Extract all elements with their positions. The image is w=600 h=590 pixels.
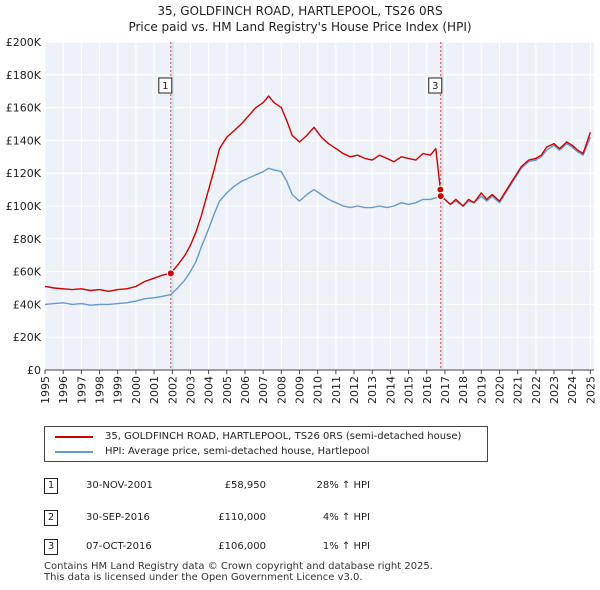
x-tick-label: 1998 bbox=[94, 376, 107, 404]
x-tick-label: 1999 bbox=[112, 376, 125, 404]
y-tick-label: £120K bbox=[6, 167, 42, 180]
x-tick-label: 2021 bbox=[512, 376, 525, 404]
x-tick-label: 2015 bbox=[403, 376, 416, 404]
series-line-hpi bbox=[44, 136, 592, 306]
y-axis: £0 £20K £40K £60K £80K £100K £120K £140K £160K £1… bbox=[6, 36, 42, 377]
grid bbox=[44, 41, 594, 371]
x-tick-label: 2010 bbox=[312, 376, 325, 404]
y-tick-label: £140K bbox=[6, 134, 42, 147]
sale-row: 1 30-NOV-2001 £58,950 28% ↑ HPI bbox=[0, 475, 600, 495]
sale-number-badge: 3 bbox=[44, 539, 58, 555]
sale-hpi-change: 28% ↑ HPI bbox=[316, 480, 370, 491]
sale-highlight-band bbox=[440, 42, 444, 370]
sale-number-badge: 1 bbox=[44, 478, 58, 494]
attribution-footer: Contains HM Land Registry data © Crown c… bbox=[44, 561, 433, 583]
x-tick-label: 1996 bbox=[57, 376, 70, 404]
x-tick-label: 2020 bbox=[493, 376, 506, 404]
sale-date: 30-SEP-2016 bbox=[86, 512, 150, 523]
attribution-line-2: This data is licensed under the Open Gov… bbox=[44, 572, 363, 583]
sale-row: 3 07-OCT-2016 £106,000 1% ↑ HPI bbox=[0, 536, 600, 556]
y-tick-label: £20K bbox=[13, 331, 42, 344]
x-tick-label: 2009 bbox=[294, 376, 307, 404]
x-tick-label: 2018 bbox=[457, 376, 470, 404]
legend-swatch-hpi bbox=[55, 451, 93, 453]
y-tick-label: £40K bbox=[13, 298, 42, 311]
chart-subtitle: Price paid vs. HM Land Registry's House … bbox=[128, 20, 471, 34]
annotation-label: 3 bbox=[432, 81, 438, 92]
sale-point bbox=[166, 269, 175, 278]
legend-label-hpi: HPI: Average price, semi-detached house,… bbox=[105, 446, 370, 457]
sale-markers bbox=[166, 185, 445, 278]
sale-hpi-change: 4% ↑ HPI bbox=[322, 512, 370, 523]
y-tick-label: £80K bbox=[13, 233, 42, 246]
x-tick-label: 2003 bbox=[184, 376, 197, 404]
annotation-label: 1 bbox=[162, 81, 168, 92]
legend-label-property: 35, GOLDFINCH ROAD, HARTLEPOOL, TS26 0RS… bbox=[105, 431, 462, 442]
x-tick-label: 2016 bbox=[421, 376, 434, 404]
x-tick-label: 2005 bbox=[221, 376, 234, 404]
series-line-property bbox=[44, 95, 592, 292]
annotation-box bbox=[428, 77, 443, 94]
y-tick-label: £60K bbox=[13, 266, 42, 279]
legend-swatch-property bbox=[55, 436, 93, 438]
x-tick-label: 2012 bbox=[348, 376, 361, 404]
price-chart: 35, GOLDFINCH ROAD, HARTLEPOOL, TS26 0RS… bbox=[6, 4, 598, 404]
y-tick-label: £200K bbox=[6, 36, 42, 49]
x-tick-label: 2004 bbox=[203, 376, 216, 404]
sale-price: £106,000 bbox=[218, 541, 266, 552]
x-axis: 1995 1996 1997 1998 1999 2000 2001 2002 2003 2004… bbox=[39, 369, 597, 404]
x-tick-label: 2022 bbox=[530, 376, 543, 404]
x-tick-label: 2014 bbox=[384, 376, 397, 404]
sale-hpi-change: 1% ↑ HPI bbox=[322, 541, 370, 552]
x-tick-label: 1997 bbox=[75, 376, 88, 404]
chart-title: 35, GOLDFINCH ROAD, HARTLEPOOL, TS26 0RS bbox=[157, 4, 442, 18]
sale-price: £58,950 bbox=[224, 480, 266, 491]
y-tick-label: £180K bbox=[6, 69, 42, 82]
x-tick-label: 2025 bbox=[584, 376, 597, 404]
annotation-box bbox=[158, 77, 173, 94]
y-tick-label: £160K bbox=[6, 102, 42, 115]
sale-row: 2 30-SEP-2016 £110,000 4% ↑ HPI bbox=[0, 507, 600, 527]
x-tick-label: 2024 bbox=[566, 376, 579, 404]
y-tick-label: £0 bbox=[27, 364, 41, 377]
y-tick-label: £100K bbox=[6, 200, 42, 213]
x-tick-label: 2011 bbox=[330, 376, 343, 404]
legend: 35, GOLDFINCH ROAD, HARTLEPOOL, TS26 0RS… bbox=[44, 426, 488, 462]
x-tick-label: 2000 bbox=[130, 376, 143, 404]
sale-date: 30-NOV-2001 bbox=[86, 480, 153, 491]
x-tick-label: 2019 bbox=[475, 376, 488, 404]
x-tick-label: 2007 bbox=[257, 376, 270, 404]
sale-date: 07-OCT-2016 bbox=[86, 541, 152, 552]
x-tick-label: 2006 bbox=[239, 376, 252, 404]
x-tick-label: 2008 bbox=[275, 376, 288, 404]
sale-point bbox=[436, 185, 445, 194]
sale-point bbox=[436, 192, 445, 201]
sale-highlight-band bbox=[170, 42, 174, 370]
sale-highlight-lines bbox=[170, 42, 444, 370]
x-tick-label: 1995 bbox=[39, 376, 52, 404]
x-tick-label: 2001 bbox=[148, 376, 161, 404]
series-lines bbox=[44, 95, 592, 306]
sale-number-badge: 2 bbox=[44, 510, 58, 526]
x-tick-label: 2013 bbox=[366, 376, 379, 404]
x-tick-label: 2017 bbox=[439, 376, 452, 404]
attribution-line-1: Contains HM Land Registry data © Crown c… bbox=[44, 561, 433, 572]
x-tick-label: 2023 bbox=[548, 376, 561, 404]
x-tick-label: 2002 bbox=[166, 376, 179, 404]
sale-price: £110,000 bbox=[218, 512, 266, 523]
